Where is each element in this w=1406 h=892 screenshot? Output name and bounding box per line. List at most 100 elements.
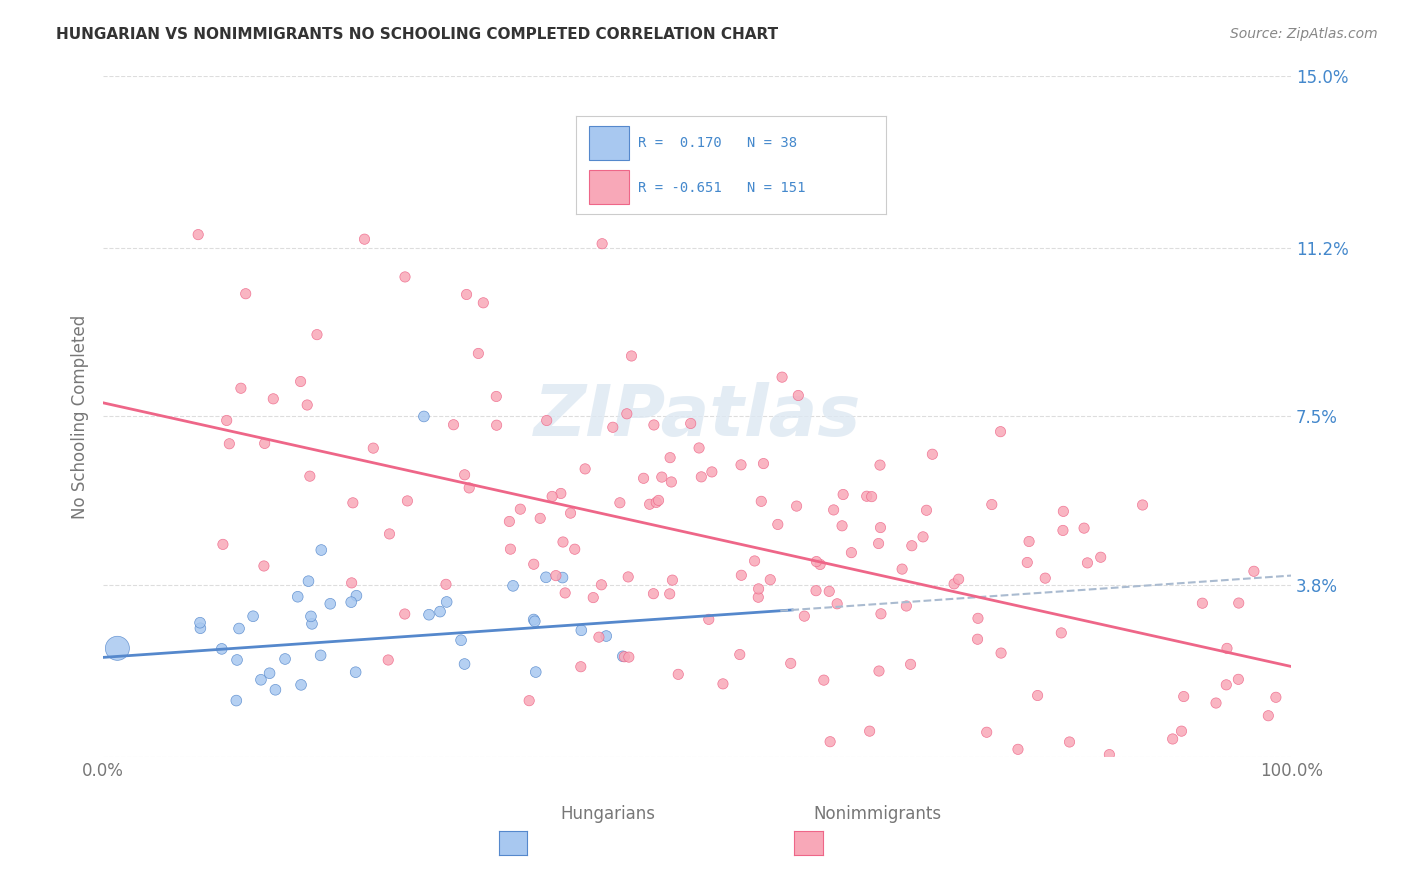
Point [536, 413, 558, 427]
Point [262, 392, 284, 406]
Point [1098, 747, 1121, 762]
Point [458, 481, 481, 495]
Point [859, 724, 882, 739]
Point [319, 597, 342, 611]
Point [808, 558, 831, 572]
Point [609, 496, 631, 510]
Point [1052, 524, 1074, 538]
Point [744, 554, 766, 568]
Point [340, 575, 363, 590]
Text: ZIPatlas: ZIPatlas [533, 382, 860, 451]
Point [749, 494, 772, 508]
Point [529, 511, 551, 525]
Point [544, 568, 567, 582]
Point [868, 664, 890, 678]
Point [472, 295, 495, 310]
Point [728, 648, 751, 662]
Point [787, 388, 810, 402]
Point [498, 515, 520, 529]
Point [394, 269, 416, 284]
Point [921, 447, 943, 461]
Point [1033, 571, 1056, 585]
Point [228, 622, 250, 636]
Point [697, 612, 720, 626]
Point [582, 591, 605, 605]
Point [242, 609, 264, 624]
Point [534, 570, 557, 584]
Text: R =  0.170   N = 38: R = 0.170 N = 38 [638, 136, 797, 151]
Point [344, 665, 367, 680]
Point [1227, 596, 1250, 610]
Text: R = -0.651   N = 151: R = -0.651 N = 151 [638, 180, 806, 194]
Point [1052, 504, 1074, 518]
Point [235, 286, 257, 301]
Point [643, 417, 665, 432]
Point [574, 462, 596, 476]
Point [617, 650, 640, 665]
Point [1205, 696, 1227, 710]
Point [295, 398, 318, 412]
Point [690, 470, 713, 484]
Point [188, 615, 211, 630]
Point [499, 542, 522, 557]
Point [554, 586, 576, 600]
Point [394, 607, 416, 621]
Point [299, 609, 322, 624]
Point [305, 327, 328, 342]
Text: HUNGARIAN VS NONIMMIGRANTS NO SCHOOLING COMPLETED CORRELATION CHART: HUNGARIAN VS NONIMMIGRANTS NO SCHOOLING … [56, 27, 779, 42]
Point [1243, 564, 1265, 578]
Point [818, 584, 841, 599]
Point [509, 502, 531, 516]
Point [806, 555, 828, 569]
Point [990, 425, 1012, 439]
Point [290, 678, 312, 692]
Point [218, 436, 240, 450]
Point [779, 657, 801, 671]
Point [1215, 678, 1237, 692]
Point [253, 559, 276, 574]
Point [748, 582, 770, 596]
Point [550, 486, 572, 500]
Point [823, 503, 845, 517]
Point [645, 495, 668, 509]
Point [250, 673, 273, 687]
Point [396, 494, 419, 508]
Point [1076, 556, 1098, 570]
Bar [589, 170, 628, 204]
Point [860, 490, 883, 504]
Point [1050, 626, 1073, 640]
Point [759, 573, 782, 587]
Point [253, 436, 276, 450]
Point [287, 590, 309, 604]
Point [485, 389, 508, 403]
Point [436, 595, 458, 609]
Point [450, 633, 472, 648]
Point [980, 498, 1002, 512]
Point [564, 542, 586, 557]
Text: Source: ZipAtlas.com: Source: ZipAtlas.com [1230, 27, 1378, 41]
Point [229, 381, 252, 395]
Point [900, 657, 922, 672]
Point [523, 613, 546, 627]
Point [1264, 690, 1286, 705]
Point [311, 543, 333, 558]
Point [1018, 534, 1040, 549]
Point [616, 407, 638, 421]
Point [870, 607, 893, 621]
Point [225, 693, 247, 707]
Point [453, 467, 475, 482]
Point [517, 694, 540, 708]
Point [298, 469, 321, 483]
Point [990, 646, 1012, 660]
Point [1007, 742, 1029, 756]
Point [1017, 556, 1039, 570]
Point [976, 725, 998, 739]
Point [569, 659, 592, 673]
Point [620, 349, 643, 363]
Point [832, 487, 855, 501]
Point [342, 496, 364, 510]
Point [688, 441, 710, 455]
Point [453, 657, 475, 671]
Point [911, 530, 934, 544]
Point [966, 632, 988, 647]
